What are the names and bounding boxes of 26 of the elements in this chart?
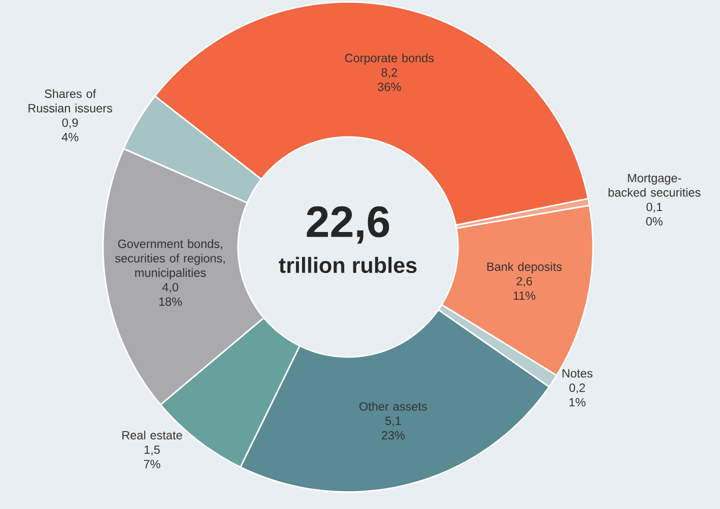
text: 18% — [159, 297, 182, 306]
data-label: 8,2 — [382, 68, 398, 78]
text: trillion rubles — [278, 256, 417, 274]
data-label: 2,6 — [516, 276, 532, 287]
slice-label: Bank deposits — [487, 262, 562, 274]
text: 22,6 — [306, 206, 390, 244]
data-label: 5,1 — [385, 416, 401, 427]
slice-label: Shares of Russian issuers — [28, 89, 112, 112]
data-label: 4,0 — [162, 282, 178, 293]
text: 36% — [378, 82, 401, 92]
data-label: 0,1 — [646, 202, 662, 213]
slice-label: Real estate — [122, 430, 182, 440]
text: 0% — [646, 217, 663, 226]
data-label: 0,2 — [569, 384, 585, 394]
slice-label: Mortgage-backed securities — [608, 174, 700, 197]
text: 11% — [514, 291, 536, 300]
data-label: 0,9 — [62, 118, 78, 128]
text: 1% — [570, 398, 586, 406]
text: 4% — [62, 132, 78, 142]
text: 23% — [382, 431, 405, 440]
text: 7% — [144, 460, 160, 468]
slice-label: Notes — [562, 369, 592, 378]
slice-label: Government bonds, securities of regions, municipalities — [115, 239, 225, 280]
slice-label: Corporate bonds — [345, 53, 434, 65]
slice-label: Other assets — [359, 402, 427, 411]
data-label: 1,5 — [144, 446, 160, 456]
